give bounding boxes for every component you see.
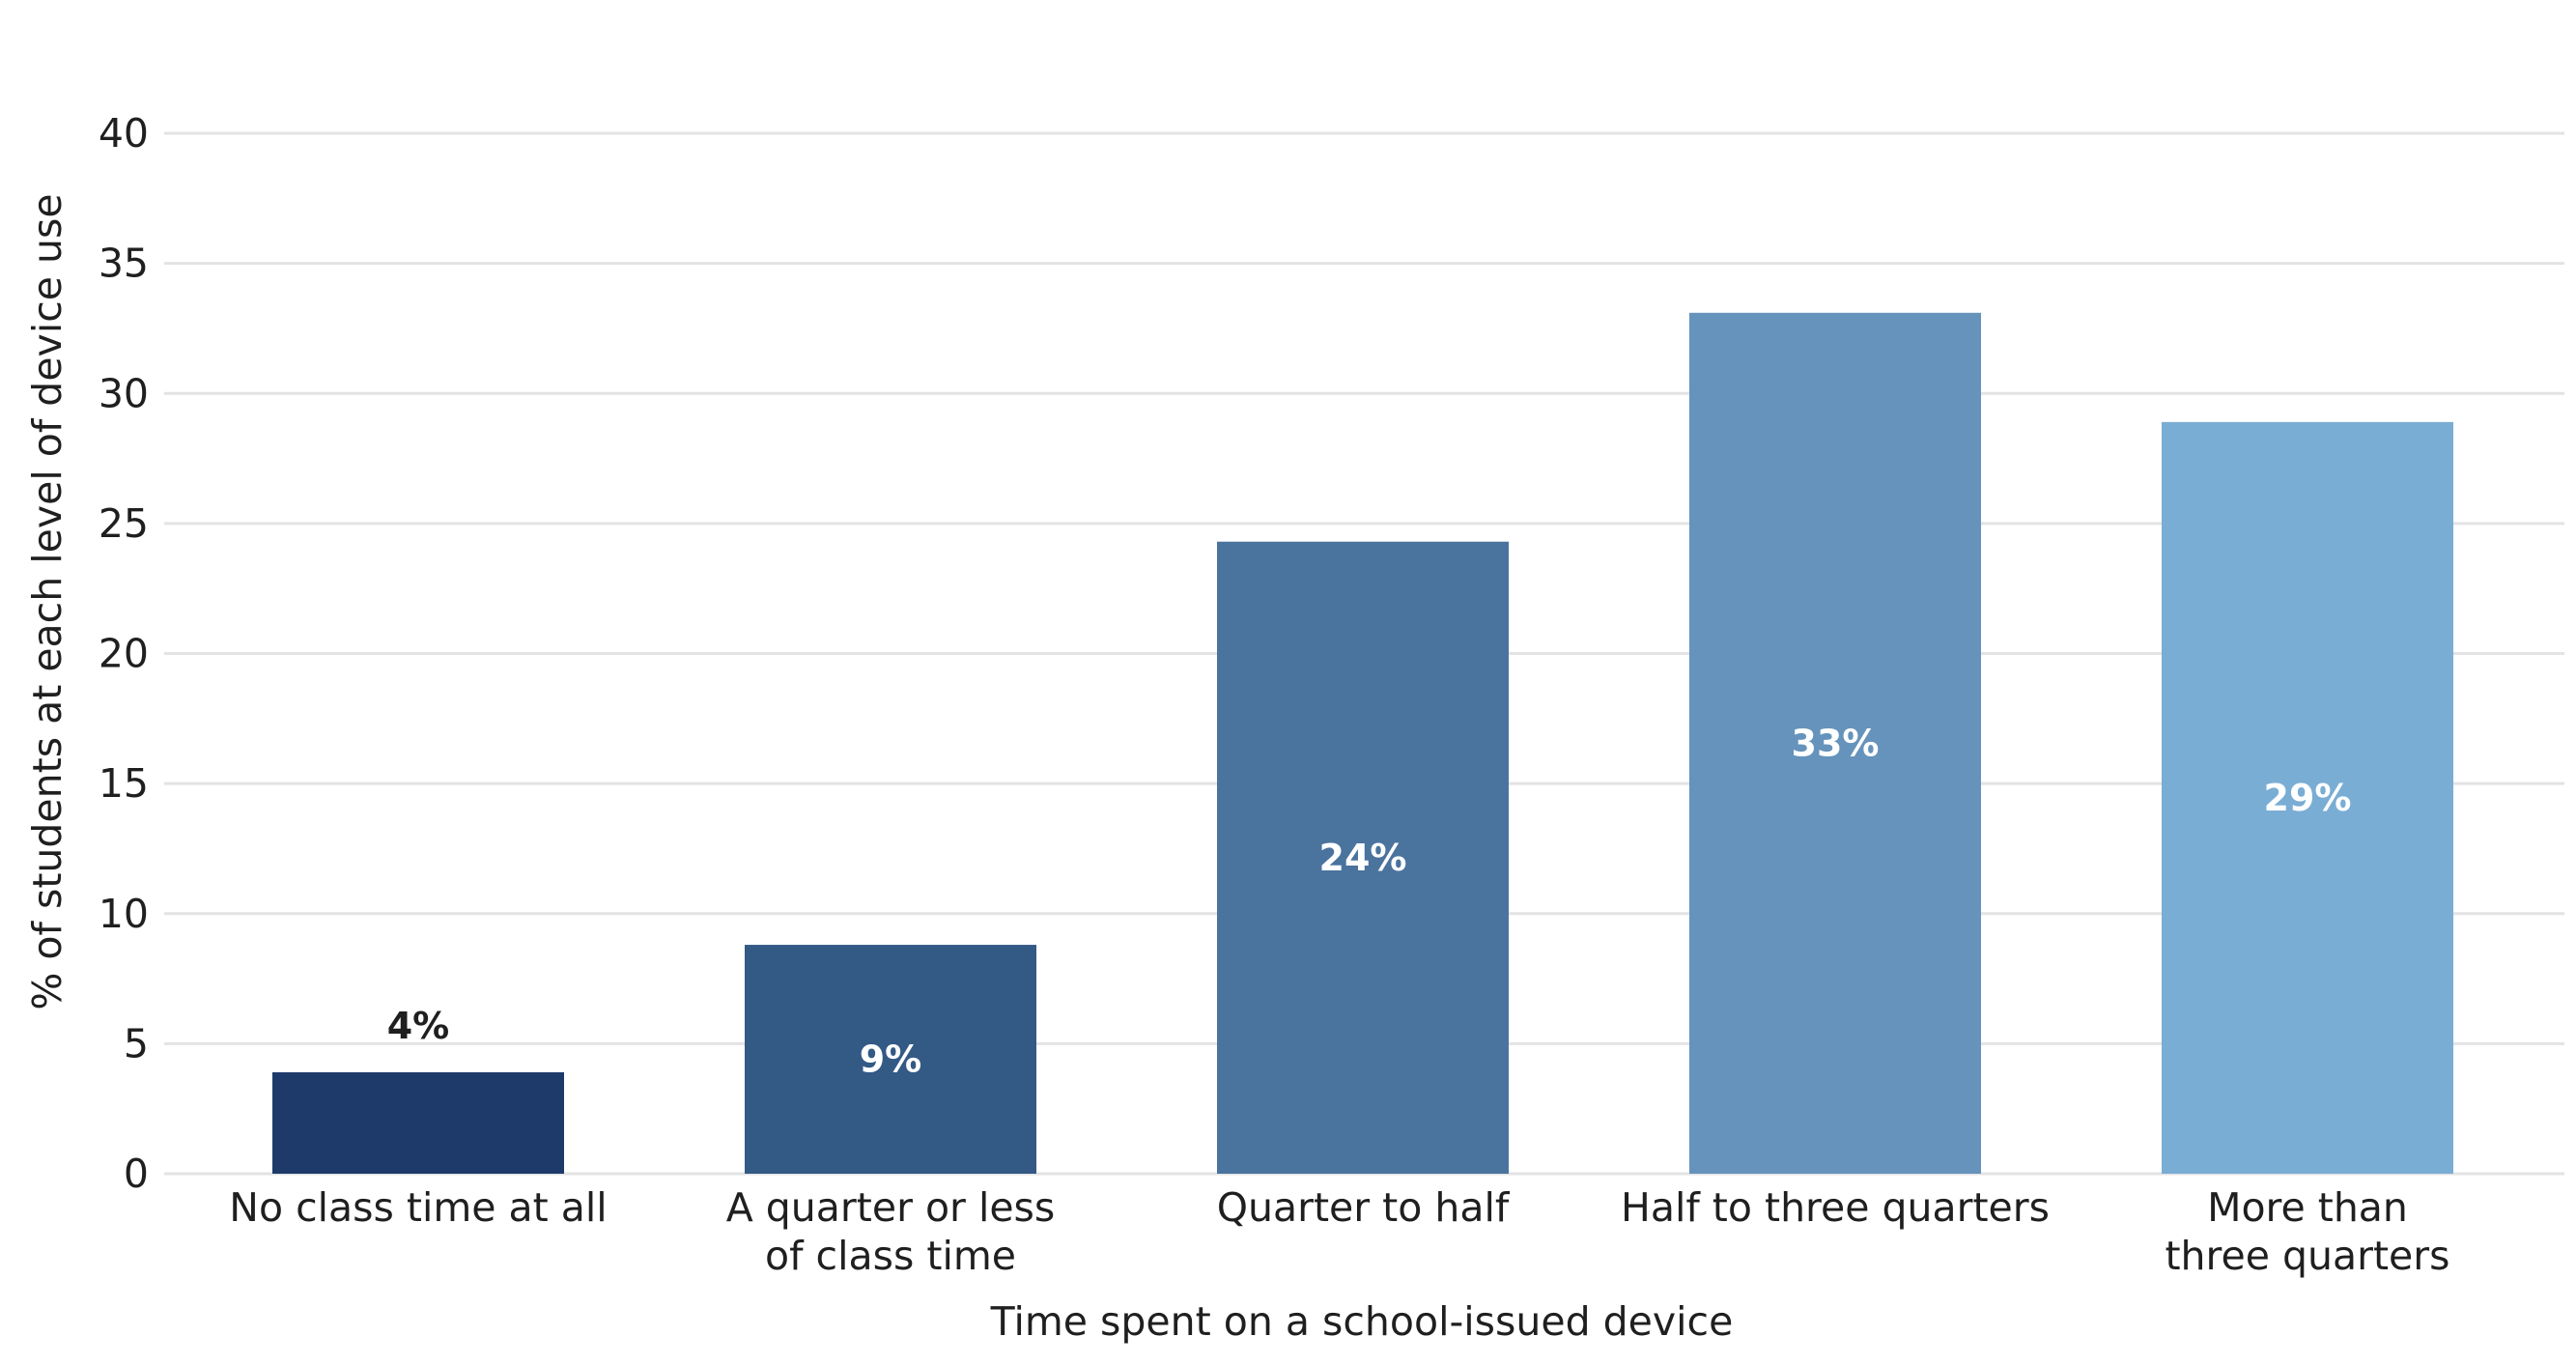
x-category-label-2-line-2: of class time (765, 1233, 1016, 1279)
x-axis-categories: No class time at all A quarter or lessof … (229, 1184, 2449, 1279)
y-tick-label-30: 30 (99, 370, 149, 416)
bar-1 (272, 1071, 564, 1174)
bar-5 (2162, 421, 2453, 1174)
x-category-label-5-line-1: More than (2207, 1184, 2408, 1231)
bars (272, 312, 2453, 1175)
x-category-label-4-line-1: Half to three quarters (1621, 1184, 2050, 1231)
bar-data-label-3: 24% (1319, 837, 1407, 879)
bar-data-label-1: 4% (387, 1005, 450, 1047)
bar-4 (1689, 312, 1981, 1175)
bar-data-label-2: 9% (860, 1038, 922, 1081)
bar-3 (1217, 541, 1509, 1174)
y-tick-label-35: 35 (99, 241, 149, 287)
x-category-label-5-line-2: three quarters (2165, 1233, 2449, 1279)
y-tick-label-10: 10 (99, 891, 149, 937)
y-tick-label-0: 0 (124, 1151, 149, 1197)
y-tick-label-40: 40 (99, 110, 149, 156)
y-axis-title: % of students at each level of device us… (24, 193, 71, 1010)
bar-2 (745, 945, 1036, 1174)
y-tick-label-15: 15 (99, 760, 149, 807)
x-category-label-2-line-1: A quarter or less (726, 1184, 1056, 1231)
bar-data-label-4: 33% (1792, 722, 1880, 764)
x-category-label-3-line-1: Quarter to half (1217, 1184, 1511, 1231)
bar-labels: 4% 9% 24% 33% 29% (387, 722, 2352, 1080)
bar-data-label-5: 29% (2264, 777, 2352, 819)
y-tick-label-5: 5 (124, 1020, 149, 1066)
y-axis-ticks: 0 5 10 15 20 25 30 35 40 (99, 110, 149, 1197)
x-axis-title: Time spent on a school-issued device (990, 1298, 1734, 1345)
x-category-label-1-line-1: No class time at all (229, 1184, 607, 1231)
y-tick-label-25: 25 (99, 500, 149, 547)
y-tick-label-20: 20 (99, 631, 149, 677)
